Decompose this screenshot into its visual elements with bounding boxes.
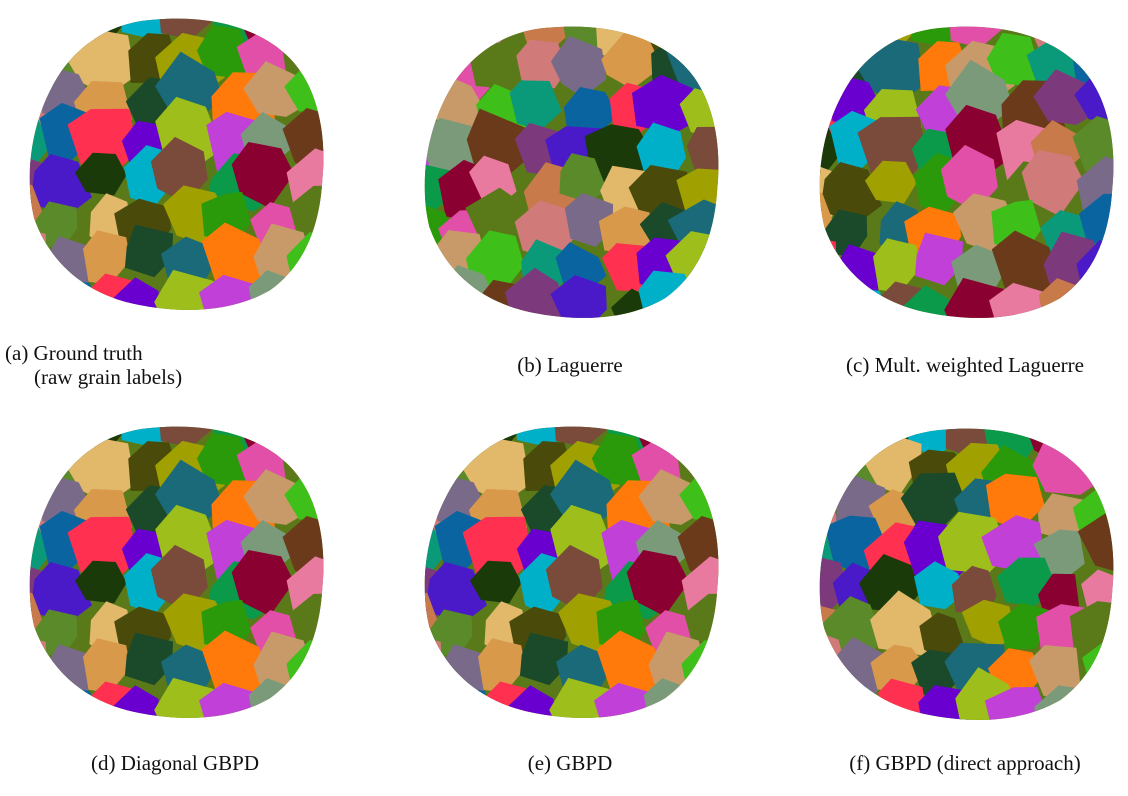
grain <box>1083 673 1128 734</box>
grain-image <box>381 389 752 752</box>
grain <box>1077 5 1128 54</box>
grain <box>4 672 65 738</box>
grain <box>8 411 59 458</box>
grain <box>780 690 829 737</box>
caption: (c) Mult. weighted Laguerre <box>846 353 1084 377</box>
grain <box>684 283 746 341</box>
grain <box>380 268 448 333</box>
grain <box>771 402 836 460</box>
grain <box>287 0 340 46</box>
grain <box>780 41 837 101</box>
grain-image <box>776 0 1128 352</box>
grain <box>385 37 450 109</box>
grain <box>48 278 98 333</box>
grain <box>403 411 454 458</box>
grain <box>910 0 959 48</box>
caption: (f) GBPD (direct approach) <box>849 751 1081 775</box>
grain <box>0 227 47 280</box>
caption: (d) Diagonal GBPD <box>91 751 259 775</box>
grain <box>48 686 98 741</box>
grain <box>381 593 439 646</box>
grain <box>8 3 59 50</box>
grain <box>426 389 486 452</box>
grain-image <box>380 0 745 344</box>
grain-image <box>0 389 357 752</box>
grain <box>285 681 329 726</box>
grain <box>4 264 65 330</box>
grain <box>0 33 47 93</box>
grain <box>31 0 91 44</box>
grain <box>821 0 881 52</box>
caption: (e) GBPD <box>528 751 613 775</box>
grain <box>786 447 839 500</box>
grain <box>776 193 834 246</box>
grain <box>385 635 442 688</box>
grain <box>638 271 698 337</box>
grain <box>0 635 47 688</box>
caption: (b) Laguerre <box>517 353 623 377</box>
figure: (a) Ground truth(raw grain labels) (b) La… <box>0 0 1128 791</box>
grain <box>388 0 435 41</box>
grain <box>285 273 329 318</box>
grain-image <box>771 393 1128 755</box>
grain <box>1080 408 1128 459</box>
grain <box>384 68 439 123</box>
grain <box>287 405 340 454</box>
grain <box>1075 281 1119 326</box>
grain-image <box>0 0 357 344</box>
grain <box>680 681 724 726</box>
grain <box>399 672 460 738</box>
grain <box>794 272 855 338</box>
caption: (raw grain labels) <box>34 365 182 389</box>
caption: (a) Ground truth <box>5 341 143 365</box>
grain <box>0 441 47 501</box>
grain <box>826 406 872 455</box>
grain <box>440 1 488 50</box>
grain <box>838 286 888 341</box>
grain <box>682 405 735 454</box>
grain <box>780 235 837 288</box>
grain <box>31 389 91 452</box>
grain <box>443 686 493 741</box>
grain <box>798 11 849 58</box>
grain <box>385 441 442 501</box>
grain <box>678 0 740 60</box>
